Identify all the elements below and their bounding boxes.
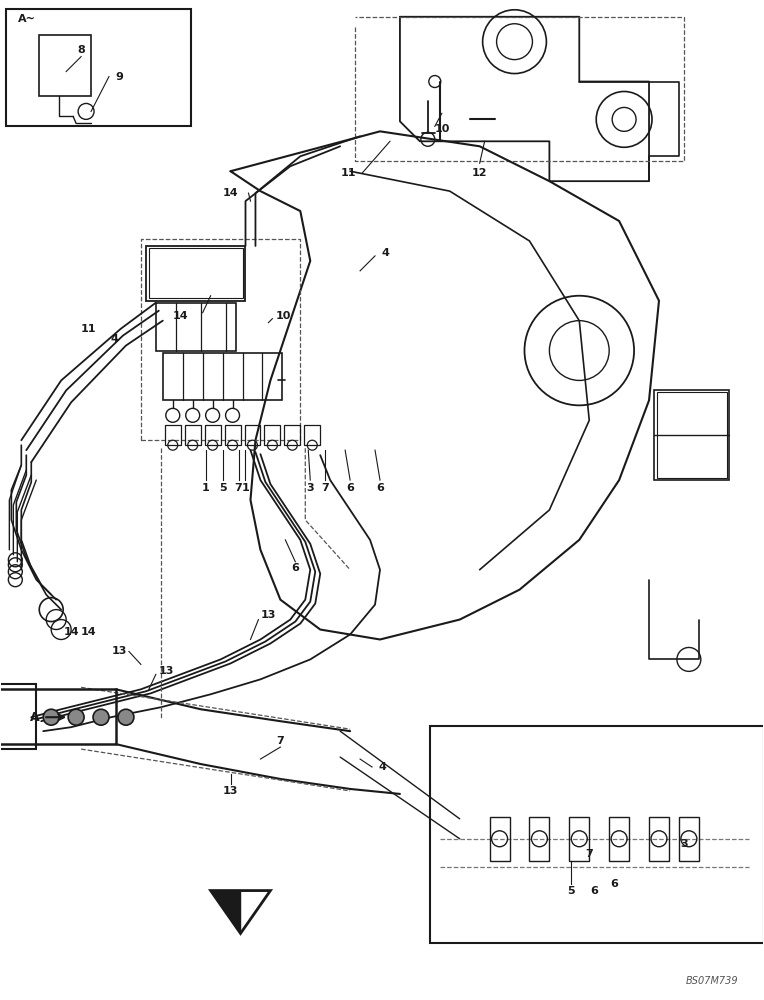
Bar [205, 425, 221, 445]
Text: 14: 14 [80, 627, 96, 637]
Bar [149, 248, 242, 298]
Circle shape [93, 709, 109, 725]
Bar [529, 817, 549, 861]
Text: 6: 6 [610, 879, 618, 889]
Text: 14: 14 [223, 188, 238, 198]
Circle shape [44, 709, 59, 725]
Circle shape [118, 709, 134, 725]
Text: 7: 7 [322, 483, 329, 493]
Bar [284, 425, 300, 445]
Text: 11: 11 [341, 168, 356, 178]
Text: A: A [30, 711, 39, 724]
Text: 3: 3 [306, 483, 314, 493]
Text: 3: 3 [680, 839, 688, 849]
Bar [654, 390, 729, 480]
Text: 13: 13 [261, 610, 276, 620]
Text: 4: 4 [378, 762, 386, 772]
Bar [165, 425, 181, 445]
Text: 7: 7 [277, 736, 284, 746]
Bar [0, 689, 116, 744]
Text: 13: 13 [159, 666, 174, 676]
Polygon shape [211, 891, 270, 933]
Text: 7: 7 [235, 483, 242, 493]
Bar [39, 35, 91, 96]
Text: 4: 4 [381, 248, 389, 258]
Bar [6, 9, 191, 126]
Text: 14: 14 [63, 627, 79, 637]
Circle shape [68, 709, 84, 725]
Bar [225, 425, 241, 445]
Text: 5: 5 [568, 886, 575, 896]
Bar [609, 817, 629, 861]
Bar [244, 425, 261, 445]
Text: 8: 8 [77, 45, 85, 55]
Text: 13: 13 [112, 646, 127, 656]
Text: 1: 1 [241, 483, 249, 493]
Bar [304, 425, 320, 445]
Text: 14: 14 [173, 311, 189, 321]
Text: 13: 13 [223, 786, 238, 796]
Bar [0, 684, 36, 749]
Text: 6: 6 [291, 563, 299, 573]
Text: 6: 6 [591, 886, 598, 896]
Bar [163, 353, 283, 400]
Text: 9: 9 [115, 72, 123, 82]
Text: BS07M739: BS07M739 [686, 976, 739, 986]
Text: 6: 6 [376, 483, 384, 493]
Text: 1: 1 [202, 483, 209, 493]
Text: 10: 10 [435, 124, 450, 134]
Bar [490, 817, 510, 861]
Text: 11: 11 [80, 324, 96, 334]
Text: 5: 5 [219, 483, 226, 493]
Bar [146, 246, 245, 301]
Bar [264, 425, 280, 445]
Bar [649, 817, 669, 861]
Text: 6: 6 [346, 483, 354, 493]
Bar [185, 425, 201, 445]
Text: A~: A~ [18, 14, 36, 24]
Bar [657, 392, 727, 478]
Text: 7: 7 [585, 849, 593, 859]
Bar [430, 726, 763, 943]
Bar [679, 817, 699, 861]
Bar [156, 303, 235, 351]
Text: 12: 12 [472, 168, 487, 178]
Text: 10: 10 [275, 311, 291, 321]
Text: 4: 4 [111, 334, 119, 344]
Polygon shape [211, 891, 241, 933]
Bar [569, 817, 589, 861]
